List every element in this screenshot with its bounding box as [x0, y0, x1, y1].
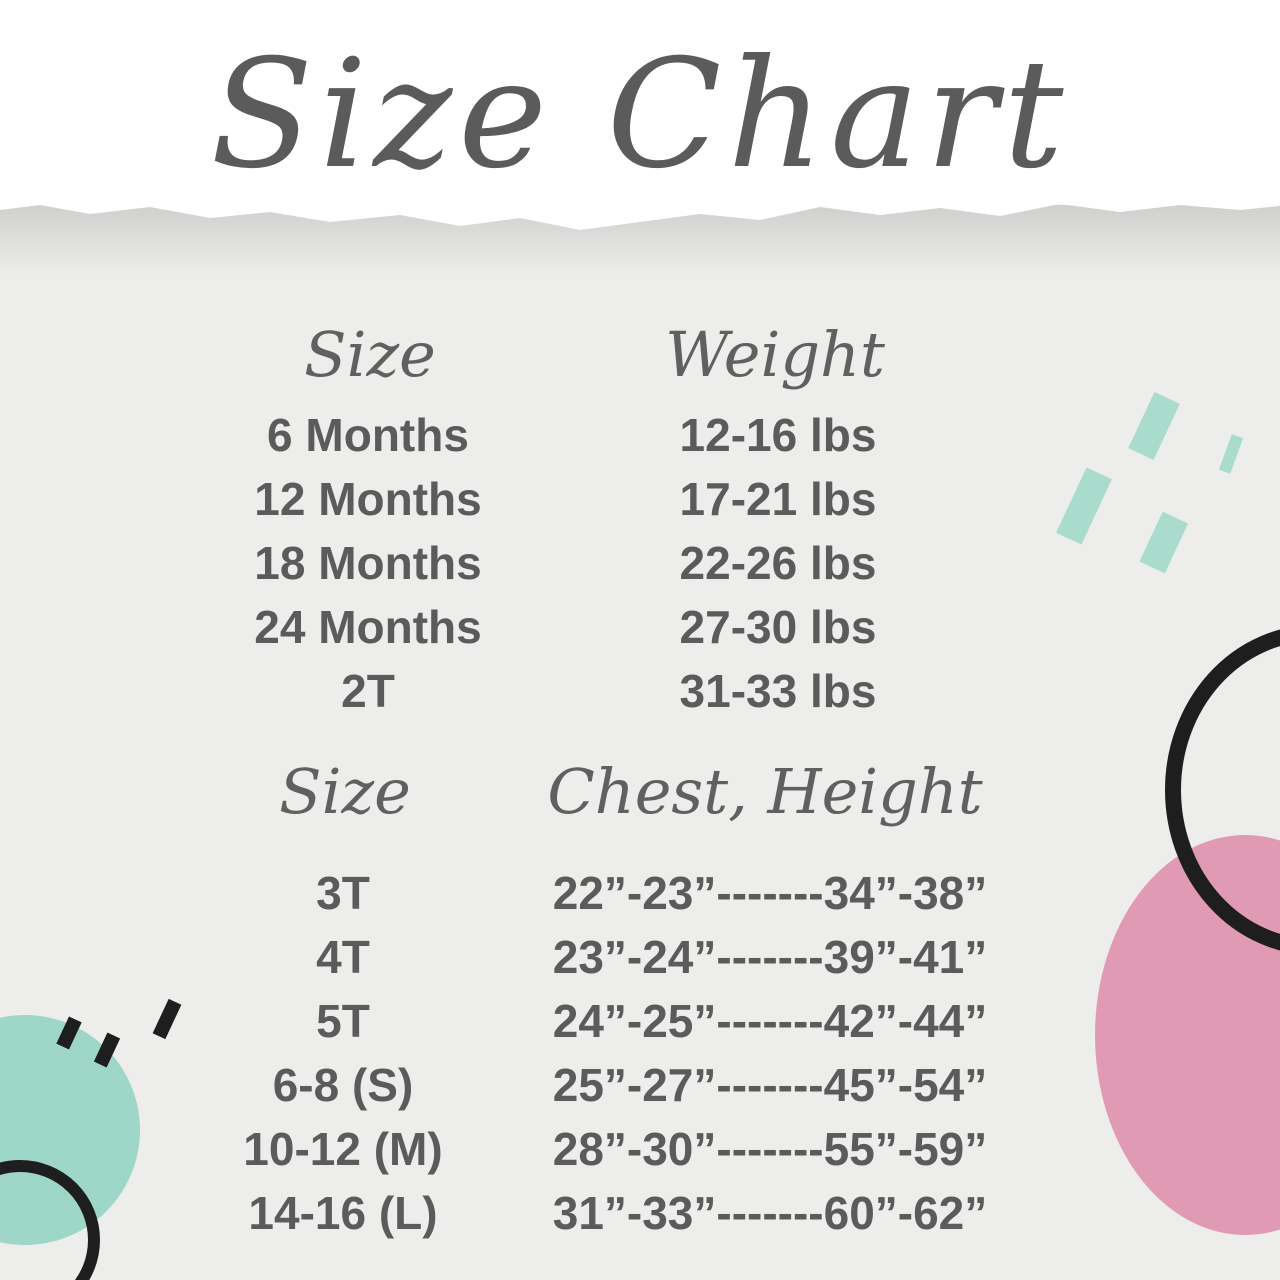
chest-height-cell: 23”-24”-------39”-41”: [552, 931, 988, 983]
size-cell: 12 Months: [254, 473, 482, 525]
torn-paper-header: [0, 0, 1280, 230]
dash-decoration: [93, 1032, 121, 1068]
pink-blob-decoration: [1095, 835, 1280, 1235]
size-header: Size: [304, 318, 436, 391]
weight-cell: 31-33 lbs: [679, 665, 877, 717]
chest-height-cell: 25”-27”-------45”-54”: [552, 1059, 988, 1111]
size-cell: 6 Months: [267, 409, 469, 461]
size-cell: 14-16 (L): [248, 1187, 438, 1239]
size-cell: 18 Months: [254, 537, 482, 589]
chest-height-cell: 31”-33”-------60”-62”: [552, 1187, 988, 1239]
size-cell: 5T: [316, 995, 370, 1047]
chest-height-cell: 22”-23”-------34”-38”: [552, 867, 988, 919]
weight-cell: 27-30 lbs: [679, 601, 877, 653]
weight-cell: 22-26 lbs: [679, 537, 877, 589]
mint-circle-decoration: [0, 1015, 140, 1245]
mint-stroke-decoration: [1128, 391, 1180, 461]
mint-stroke-decoration: [1218, 434, 1244, 474]
size-cell: 24 Months: [254, 601, 482, 653]
black-ring-decoration: [1165, 629, 1280, 951]
dash-decoration: [152, 998, 182, 1040]
mint-stroke-decoration: [1056, 467, 1112, 545]
size-cell: 3T: [316, 867, 370, 919]
weight-cell: 12-16 lbs: [679, 409, 877, 461]
size-cell: 2T: [341, 665, 395, 717]
size-cell: 10-12 (M): [243, 1123, 443, 1175]
dash-decoration: [56, 1016, 82, 1050]
black-ring-decoration: [0, 1160, 100, 1280]
mint-stroke-decoration: [1139, 511, 1189, 574]
weight-header: Weight: [665, 318, 885, 391]
page-title: Size Chart: [210, 28, 1070, 202]
size-cell: 4T: [316, 931, 370, 983]
chest-height-cell: 24”-25”-------42”-44”: [552, 995, 988, 1047]
chest-height-cell: 28”-30”-------55”-59”: [552, 1123, 988, 1175]
size-header: Size: [279, 755, 411, 828]
chest-height-header: Chest, Height: [547, 755, 983, 828]
size-cell: 6-8 (S): [272, 1059, 414, 1111]
weight-cell: 17-21 lbs: [679, 473, 877, 525]
